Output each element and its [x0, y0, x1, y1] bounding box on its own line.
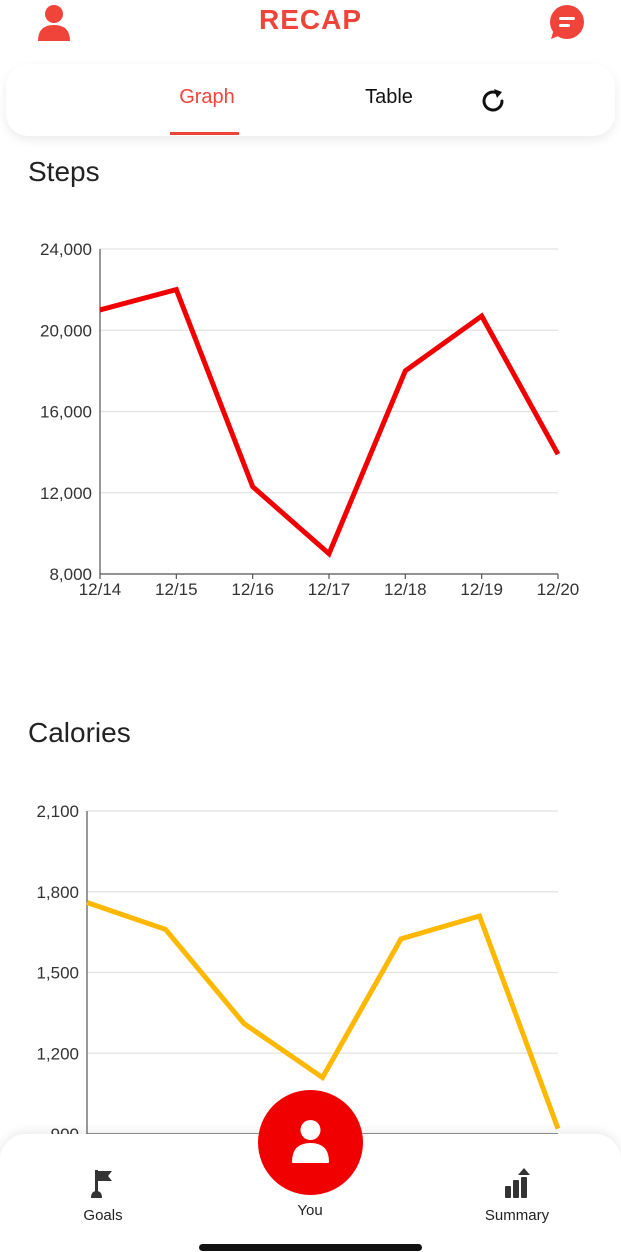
tab-table[interactable]: Table — [365, 86, 413, 108]
calories-y-tick-label: 2,100 — [36, 802, 79, 821]
active-tab-indicator — [170, 132, 239, 135]
steps-y-tick-label: 24,000 — [40, 240, 92, 259]
nav-goals[interactable]: Goals — [63, 1168, 143, 1224]
bar-chart-icon — [505, 1168, 530, 1198]
home-indicator — [199, 1244, 422, 1251]
view-tabs: Graph Table — [6, 64, 615, 136]
steps-x-tick-label: 12/15 — [155, 580, 198, 599]
steps-x-tick-label: 12/19 — [460, 580, 503, 599]
steps-x-tick-label: 12/20 — [537, 580, 580, 599]
steps-x-tick-label: 12/16 — [231, 580, 274, 599]
nav-you-label: You — [297, 1202, 323, 1219]
steps-x-tick-label: 12/18 — [384, 580, 427, 599]
steps-y-tick-label: 12,000 — [40, 484, 92, 503]
nav-summary-label: Summary — [484, 1207, 550, 1224]
steps-series-line — [99, 286, 561, 558]
nav-summary[interactable]: Summary — [472, 1168, 562, 1224]
steps-y-tick-label: 16,000 — [40, 403, 92, 422]
steps-line-chart: 8,000 12,000 16,000 20,000 24,000 12/14 12/15 1… — [40, 240, 580, 599]
app-title: RECAP — [258, 4, 362, 35]
calories-y-tick-label: 1,500 — [36, 964, 79, 983]
app-header: RECAP — [0, 0, 621, 60]
steps-x-tick-label: 12/17 — [308, 580, 351, 599]
chat-icon[interactable] — [545, 3, 587, 43]
flag-icon — [91, 1170, 112, 1198]
tab-graph[interactable]: Graph — [179, 86, 235, 108]
steps-x-tick-label: 12/14 — [79, 580, 122, 599]
nav-goals-label: Goals — [83, 1207, 123, 1224]
steps-y-tick-label: 8,000 — [49, 565, 92, 584]
calories-y-tick-label: 1,800 — [36, 883, 79, 902]
profile-icon[interactable] — [36, 3, 72, 43]
refresh-icon[interactable] — [478, 86, 508, 116]
calories-title: Calories — [28, 717, 131, 748]
user-icon — [292, 1120, 329, 1163]
steps-y-tick-label: 20,000 — [40, 321, 92, 340]
steps-title: Steps — [28, 156, 100, 187]
nav-you-button[interactable] — [258, 1090, 363, 1195]
calories-y-tick-label: 1,200 — [36, 1044, 79, 1063]
